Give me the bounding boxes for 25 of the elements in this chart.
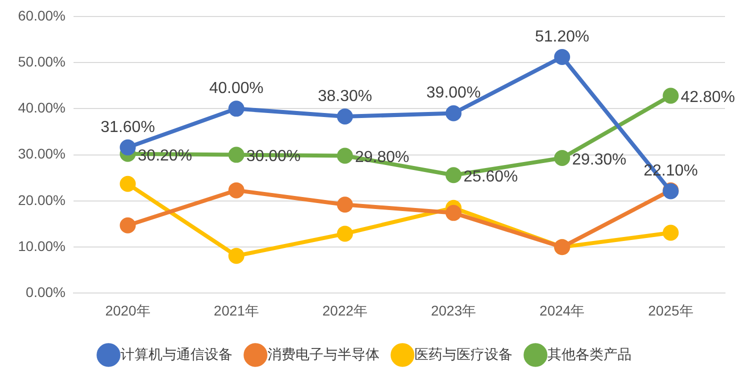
- x-tick-label: 2021年: [214, 302, 259, 318]
- data-label: 29.30%: [572, 151, 626, 168]
- y-tick-label: 40.00%: [18, 100, 66, 116]
- y-tick-label: 0.00%: [26, 284, 66, 300]
- legend-label: 计算机与通信设备: [120, 346, 232, 362]
- data-label: 39.00%: [426, 84, 481, 102]
- x-tick-label: 2023年: [430, 302, 476, 318]
- data-label: 40.00%: [209, 80, 264, 98]
- data-label: 31.60%: [100, 118, 155, 136]
- x-tick-label: 2024年: [540, 302, 585, 318]
- data-label: 25.60%: [464, 168, 518, 186]
- y-tick-label: 50.00%: [18, 53, 66, 70]
- y-tick-label: 30.00%: [18, 146, 66, 162]
- x-tick-label: 2025年: [648, 302, 694, 318]
- legend-label: 医药与医疗设备: [414, 346, 512, 362]
- y-tick-label: 60.00%: [18, 7, 66, 24]
- legend-label: 消费电子与半导体: [268, 346, 380, 362]
- x-tick-label: 2020年: [105, 302, 150, 318]
- data-label: 51.20%: [534, 28, 590, 46]
- data-label: 38.30%: [318, 88, 372, 105]
- y-tick-label: 10.00%: [18, 238, 66, 254]
- y-tick-label: 20.00%: [18, 192, 66, 208]
- legend-label: 其他各类产品: [548, 346, 632, 362]
- data-label: 42.80%: [680, 89, 735, 106]
- x-tick-label: 2022年: [322, 302, 368, 318]
